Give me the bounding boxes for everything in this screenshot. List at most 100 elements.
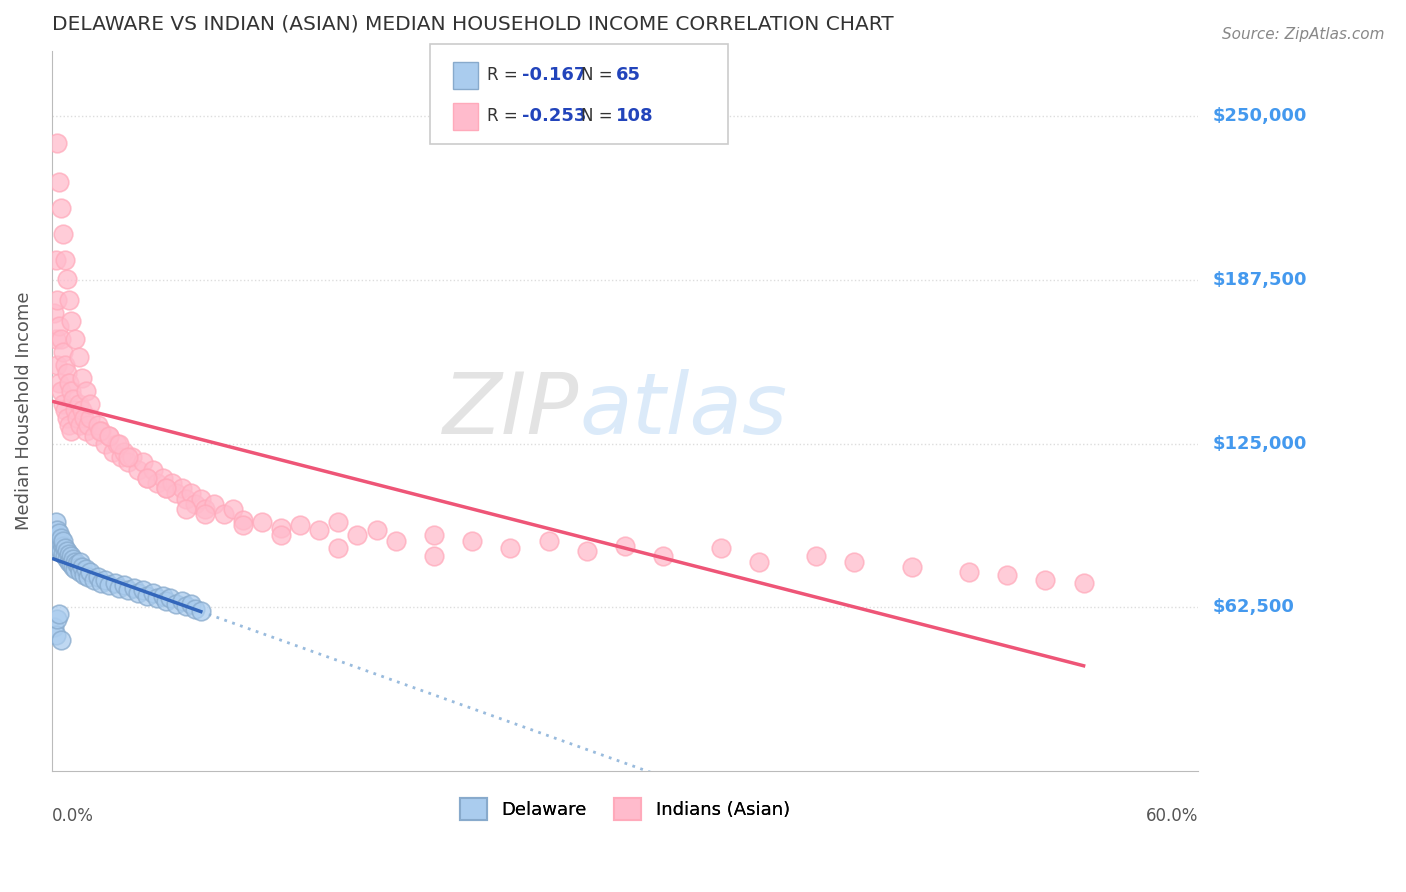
Point	[45, 533, 67, 548]
Point	[152, 589, 174, 603]
Point	[117, 450, 139, 464]
Point	[79, 397, 101, 411]
Point	[58, 418, 80, 433]
Point	[63, 562, 86, 576]
Point	[1035, 573, 1057, 587]
Point	[42, 541, 65, 556]
Point	[53, 549, 76, 564]
Point	[69, 565, 91, 579]
Point	[56, 410, 79, 425]
Point	[122, 581, 145, 595]
Point	[45, 628, 67, 642]
Point	[53, 253, 76, 268]
Point	[174, 502, 197, 516]
Point	[346, 528, 368, 542]
Point	[461, 533, 484, 548]
Point	[58, 293, 80, 307]
Point	[112, 444, 135, 458]
Point	[155, 481, 177, 495]
Point	[46, 539, 69, 553]
Point	[117, 455, 139, 469]
Text: Source: ZipAtlas.com: Source: ZipAtlas.com	[1222, 27, 1385, 42]
Point	[160, 475, 183, 490]
Point	[105, 436, 128, 450]
Point	[48, 376, 70, 391]
Y-axis label: Median Household Income: Median Household Income	[15, 292, 32, 530]
Point	[202, 497, 225, 511]
Point	[48, 318, 70, 333]
Point	[46, 293, 69, 307]
Point	[42, 620, 65, 634]
Point	[53, 402, 76, 417]
Point	[73, 410, 96, 425]
Point	[62, 559, 84, 574]
Point	[48, 175, 70, 189]
Point	[180, 486, 202, 500]
Point	[180, 597, 202, 611]
Point	[52, 397, 75, 411]
Point	[56, 271, 79, 285]
Point	[170, 594, 193, 608]
Point	[53, 541, 76, 556]
Point	[72, 371, 94, 385]
Point	[232, 513, 254, 527]
Point	[72, 402, 94, 417]
Point	[48, 525, 70, 540]
Point	[155, 481, 177, 495]
Point	[53, 358, 76, 372]
Point	[75, 384, 97, 399]
Point	[152, 471, 174, 485]
Point	[69, 418, 91, 433]
Text: $125,000: $125,000	[1212, 434, 1306, 453]
Text: R =: R =	[488, 66, 523, 85]
Point	[46, 523, 69, 537]
Point	[75, 562, 97, 576]
Point	[52, 227, 75, 242]
Point	[59, 549, 82, 564]
Point	[142, 586, 165, 600]
Text: ZIP: ZIP	[443, 369, 579, 452]
Point	[184, 497, 207, 511]
Point	[51, 531, 73, 545]
Point	[104, 575, 127, 590]
Point	[132, 583, 155, 598]
Text: $187,500: $187,500	[1212, 271, 1306, 289]
Point	[63, 555, 86, 569]
Point	[110, 450, 132, 464]
Point	[748, 555, 770, 569]
Point	[67, 559, 90, 574]
Point	[65, 410, 87, 425]
Point	[56, 544, 79, 558]
Point	[121, 450, 143, 464]
Text: N =: N =	[582, 66, 619, 85]
Point	[59, 424, 82, 438]
Point	[86, 570, 108, 584]
Point	[77, 570, 100, 584]
Point	[232, 517, 254, 532]
Point	[194, 508, 217, 522]
Point	[63, 332, 86, 346]
Point	[51, 544, 73, 558]
Point	[190, 604, 212, 618]
Point	[174, 599, 197, 614]
Point	[142, 463, 165, 477]
Point	[90, 424, 112, 438]
Point	[77, 418, 100, 433]
Point	[94, 436, 117, 450]
Point	[1073, 575, 1095, 590]
Point	[52, 533, 75, 548]
Point	[67, 351, 90, 365]
Point	[59, 558, 82, 572]
Point	[62, 552, 84, 566]
Point	[165, 597, 187, 611]
Point	[56, 366, 79, 380]
Point	[86, 418, 108, 433]
Point	[75, 424, 97, 438]
Point	[98, 429, 121, 443]
Point	[69, 555, 91, 569]
Point	[58, 555, 80, 569]
Point	[52, 539, 75, 553]
Point	[52, 345, 75, 359]
Point	[94, 573, 117, 587]
Point	[62, 392, 84, 407]
